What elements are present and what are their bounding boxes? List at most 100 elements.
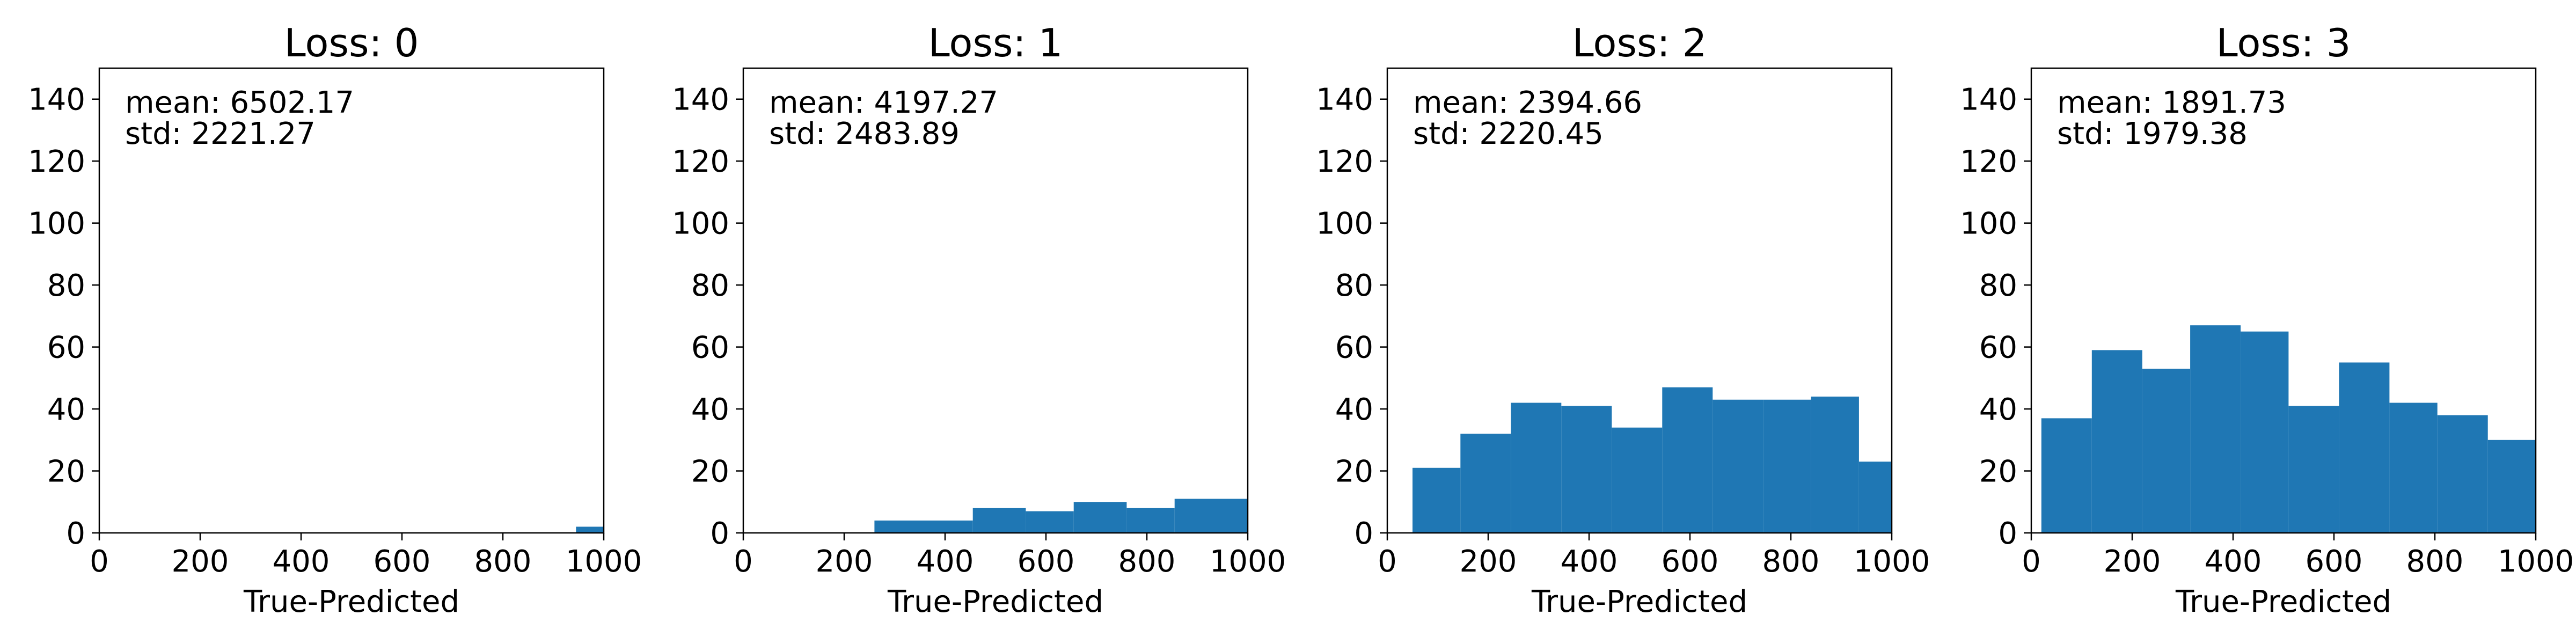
y-tick-label: 40	[47, 392, 85, 427]
plot-frame	[98, 67, 605, 534]
x-tick-label: 400	[2205, 544, 2262, 579]
y-tick-label: 140	[1960, 83, 2017, 118]
x-tick-label: 400	[917, 544, 974, 579]
histogram-bar	[1612, 427, 1663, 533]
histogram-bar	[2241, 331, 2289, 533]
y-tick-label: 60	[691, 331, 729, 365]
histogram-bar	[1561, 406, 1612, 533]
x-axis-label: True-Predicted	[887, 584, 1103, 619]
histogram-bar	[1413, 467, 1461, 533]
x-axis-label: True-Predicted	[2175, 584, 2391, 619]
mean-annotation: mean: 1891.73	[2057, 85, 2286, 120]
x-tick-label: 800	[2406, 544, 2464, 579]
histogram-bar	[2190, 325, 2241, 533]
histogram-bar	[1858, 462, 1892, 533]
histogram-bar	[1174, 499, 1248, 533]
histogram-panel-2: Loss: 2 0 200 400 600 800 1000 0 20 40 60 80 100 120 1…	[1316, 20, 1930, 619]
y-tick-label: 80	[47, 268, 85, 303]
histogram-bar	[2041, 418, 2092, 533]
y-tick-label: 100	[28, 207, 85, 241]
histogram-bar	[2142, 369, 2191, 533]
y-tick-label: 0	[66, 516, 85, 551]
y-tick-label: 0	[710, 516, 729, 551]
x-tick-label: 800	[1118, 544, 1176, 579]
histogram-bar	[1511, 402, 1562, 533]
y-tick-label: 0	[1998, 516, 2017, 551]
y-tick-label: 0	[1354, 516, 1373, 551]
histogram-panel-3: Loss: 3 0 200 400 600 800 1000 0 20 40 60 80 100 120 1…	[1960, 20, 2574, 619]
mean-annotation: mean: 6502.17	[125, 85, 354, 120]
x-tick-label: 200	[816, 544, 873, 579]
histogram-bar	[2339, 362, 2390, 533]
x-tick-label: 600	[1662, 544, 1719, 579]
y-tick-label: 60	[1979, 331, 2017, 365]
y-tick-label: 120	[28, 144, 85, 179]
y-tick-label: 100	[1960, 207, 2017, 241]
x-tick-label: 0	[90, 544, 109, 579]
plot-frame	[1386, 67, 1893, 534]
x-tick-label: 200	[172, 544, 229, 579]
histogram-bar	[2437, 415, 2488, 533]
histogram-bar	[972, 508, 1026, 533]
x-tick-label: 0	[734, 544, 753, 579]
histogram-bar	[2288, 406, 2339, 533]
mean-annotation: mean: 4197.27	[769, 85, 998, 120]
x-tick-label: 600	[374, 544, 431, 579]
y-tick-label: 80	[691, 268, 729, 303]
std-annotation: std: 1979.38	[2057, 116, 2248, 151]
x-tick-label: 800	[1762, 544, 1820, 579]
y-tick-label: 20	[691, 455, 729, 489]
x-axis-label: True-Predicted	[243, 584, 459, 619]
y-tick-label: 80	[1335, 268, 1373, 303]
histogram-bar	[874, 520, 973, 533]
y-tick-label: 40	[691, 392, 729, 427]
x-tick-label: 600	[1018, 544, 1075, 579]
histogram-bar	[576, 526, 604, 533]
y-tick-label: 100	[672, 207, 729, 241]
y-tick-label: 40	[1979, 392, 2017, 427]
x-tick-label: 200	[2104, 544, 2161, 579]
y-tick-label: 140	[672, 83, 729, 118]
panel-title: Loss: 3	[2216, 20, 2351, 65]
std-annotation: std: 2220.45	[1413, 116, 1604, 151]
y-tick-label: 120	[1316, 144, 1373, 179]
histogram-bar	[1073, 502, 1127, 533]
plot-frame	[742, 67, 1249, 534]
histogram-bar	[2487, 440, 2536, 533]
x-tick-label: 0	[2022, 544, 2041, 579]
histogram-bar	[1713, 399, 1763, 533]
x-axis-label: True-Predicted	[1531, 584, 1747, 619]
histogram-bar	[1026, 511, 1074, 533]
x-tick-label: 800	[474, 544, 532, 579]
panel-title: Loss: 0	[284, 20, 419, 65]
y-tick-label: 60	[1335, 331, 1373, 365]
plot-frame	[2030, 67, 2537, 534]
x-tick-label: 200	[1460, 544, 1517, 579]
histogram-panel-1: Loss: 1 0 200 400 600 800 1000 0 20 40 60 80 100 120 1…	[672, 20, 1286, 619]
histogram-bar	[2091, 350, 2142, 533]
y-tick-label: 20	[1335, 455, 1373, 489]
x-tick-label: 1000	[566, 544, 642, 579]
mean-annotation: mean: 2394.66	[1413, 85, 1642, 120]
x-tick-label: 400	[1561, 544, 1618, 579]
y-tick-label: 140	[1316, 83, 1373, 118]
y-tick-label: 120	[1960, 144, 2017, 179]
x-tick-label: 0	[1378, 544, 1397, 579]
y-tick-label: 60	[47, 331, 85, 365]
y-tick-label: 20	[1979, 455, 2017, 489]
histogram-bar	[1811, 396, 1859, 533]
histogram-bar	[1662, 387, 1713, 533]
y-tick-label: 120	[672, 144, 729, 179]
x-tick-label: 600	[2306, 544, 2363, 579]
histogram-bar	[1763, 399, 1811, 533]
panel-title: Loss: 2	[1572, 20, 1707, 65]
x-tick-label: 400	[273, 544, 330, 579]
histogram-panel-0: Loss: 0 0 200 400 600 800 1000 0 20 40 60 80 100 120 1…	[28, 20, 642, 619]
histogram-bar	[2389, 402, 2438, 533]
y-tick-label: 140	[28, 83, 85, 118]
std-annotation: std: 2483.89	[769, 116, 960, 151]
std-annotation: std: 2221.27	[125, 116, 316, 151]
y-tick-label: 40	[1335, 392, 1373, 427]
panel-title: Loss: 1	[928, 20, 1063, 65]
